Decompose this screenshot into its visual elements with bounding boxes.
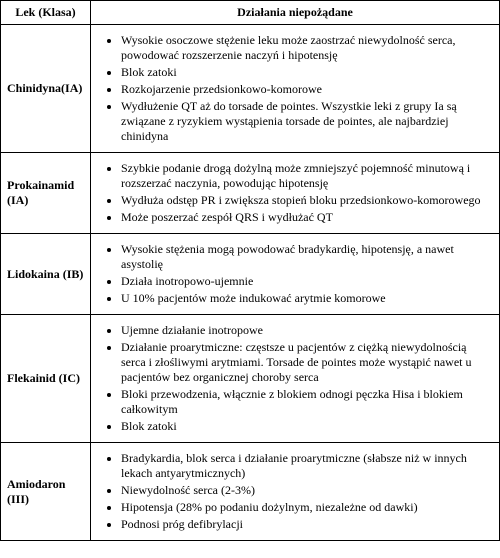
effect-item: Rozkojarzenie przedsionkowo-komorowe — [121, 82, 493, 97]
effect-item: Może poszerzać zespół QRS i wydłużać QT — [121, 210, 493, 225]
effect-item: Hipotensja (28% po podaniu dożylnym, nie… — [121, 500, 493, 515]
effect-item: Blok zatoki — [121, 419, 493, 434]
table-row: Lidokaina (IB) Wysokie stężenia mogą powo… — [1, 234, 500, 315]
effect-item: U 10% pacjentów może indukować arytmie k… — [121, 291, 493, 306]
effects-list: Bradykardia, blok serca i działanie proa… — [97, 451, 493, 532]
effects-cell: Bradykardia, blok serca i działanie proa… — [91, 443, 500, 541]
drug-effects-table: Lek (Klasa) Działania niepożądane Chinid… — [0, 0, 500, 541]
effect-item: Wysokie stężenia mogą powodować bradykar… — [121, 242, 493, 272]
effects-list: Wysokie osoczowe stężenie leku może zaos… — [97, 33, 493, 144]
drug-name-cell: Flekainid (IC) — [1, 315, 91, 443]
effects-list: Wysokie stężenia mogą powodować bradykar… — [97, 242, 493, 306]
effects-cell: Szybkie podanie drogą dożylną może zmnie… — [91, 153, 500, 234]
table-row: Chinidyna(IA) Wysokie osoczowe stężenie l… — [1, 25, 500, 153]
effect-item: Działa inotropowo-ujemnie — [121, 274, 493, 289]
effect-item: Bloki przewodzenia, włącznie z blokiem o… — [121, 387, 493, 417]
effect-item: Szybkie podanie drogą dożylną może zmnie… — [121, 161, 493, 191]
effect-item: Blok zatoki — [121, 65, 493, 80]
effects-list: Ujemne działanie inotropowe Działanie pro… — [97, 323, 493, 434]
effect-item: Ujemne działanie inotropowe — [121, 323, 493, 338]
effect-item: Podnosi próg defibrylacji — [121, 517, 493, 532]
col-header-effects: Działania niepożądane — [91, 1, 500, 25]
drug-name-cell: Lidokaina (IB) — [1, 234, 91, 315]
table-row: Flekainid (IC)Ujemne działanie inotropow… — [1, 315, 500, 443]
effect-item: Niewydolność serca (2-3%) — [121, 483, 493, 498]
effect-item: Wydłużenie QT aż do torsade de pointes. … — [121, 99, 493, 144]
effect-item: Wysokie osoczowe stężenie leku może zaos… — [121, 33, 493, 63]
effects-list: Szybkie podanie drogą dożylną może zmnie… — [97, 161, 493, 225]
effect-item: Bradykardia, blok serca i działanie proa… — [121, 451, 493, 481]
table-header-row: Lek (Klasa) Działania niepożądane — [1, 1, 500, 25]
effects-cell: Wysokie osoczowe stężenie leku może zaos… — [91, 25, 500, 153]
drug-name-cell: Prokainamid (IA) — [1, 153, 91, 234]
effects-cell: Wysokie stężenia mogą powodować bradykar… — [91, 234, 500, 315]
drug-name-cell: Amiodaron (III) — [1, 443, 91, 541]
effect-item: Wydłuża odstęp PR i zwiększa stopień blo… — [121, 193, 493, 208]
drug-name-cell: Chinidyna(IA) — [1, 25, 91, 153]
effect-item: Działanie proarytmiczne: częstsze u pacj… — [121, 340, 493, 385]
table-row: Prokainamid (IA) Szybkie podanie drogą do… — [1, 153, 500, 234]
effects-cell: Ujemne działanie inotropowe Działanie pro… — [91, 315, 500, 443]
col-header-drug: Lek (Klasa) — [1, 1, 91, 25]
table-row: Amiodaron (III) Bradykardia, blok serca i… — [1, 443, 500, 541]
